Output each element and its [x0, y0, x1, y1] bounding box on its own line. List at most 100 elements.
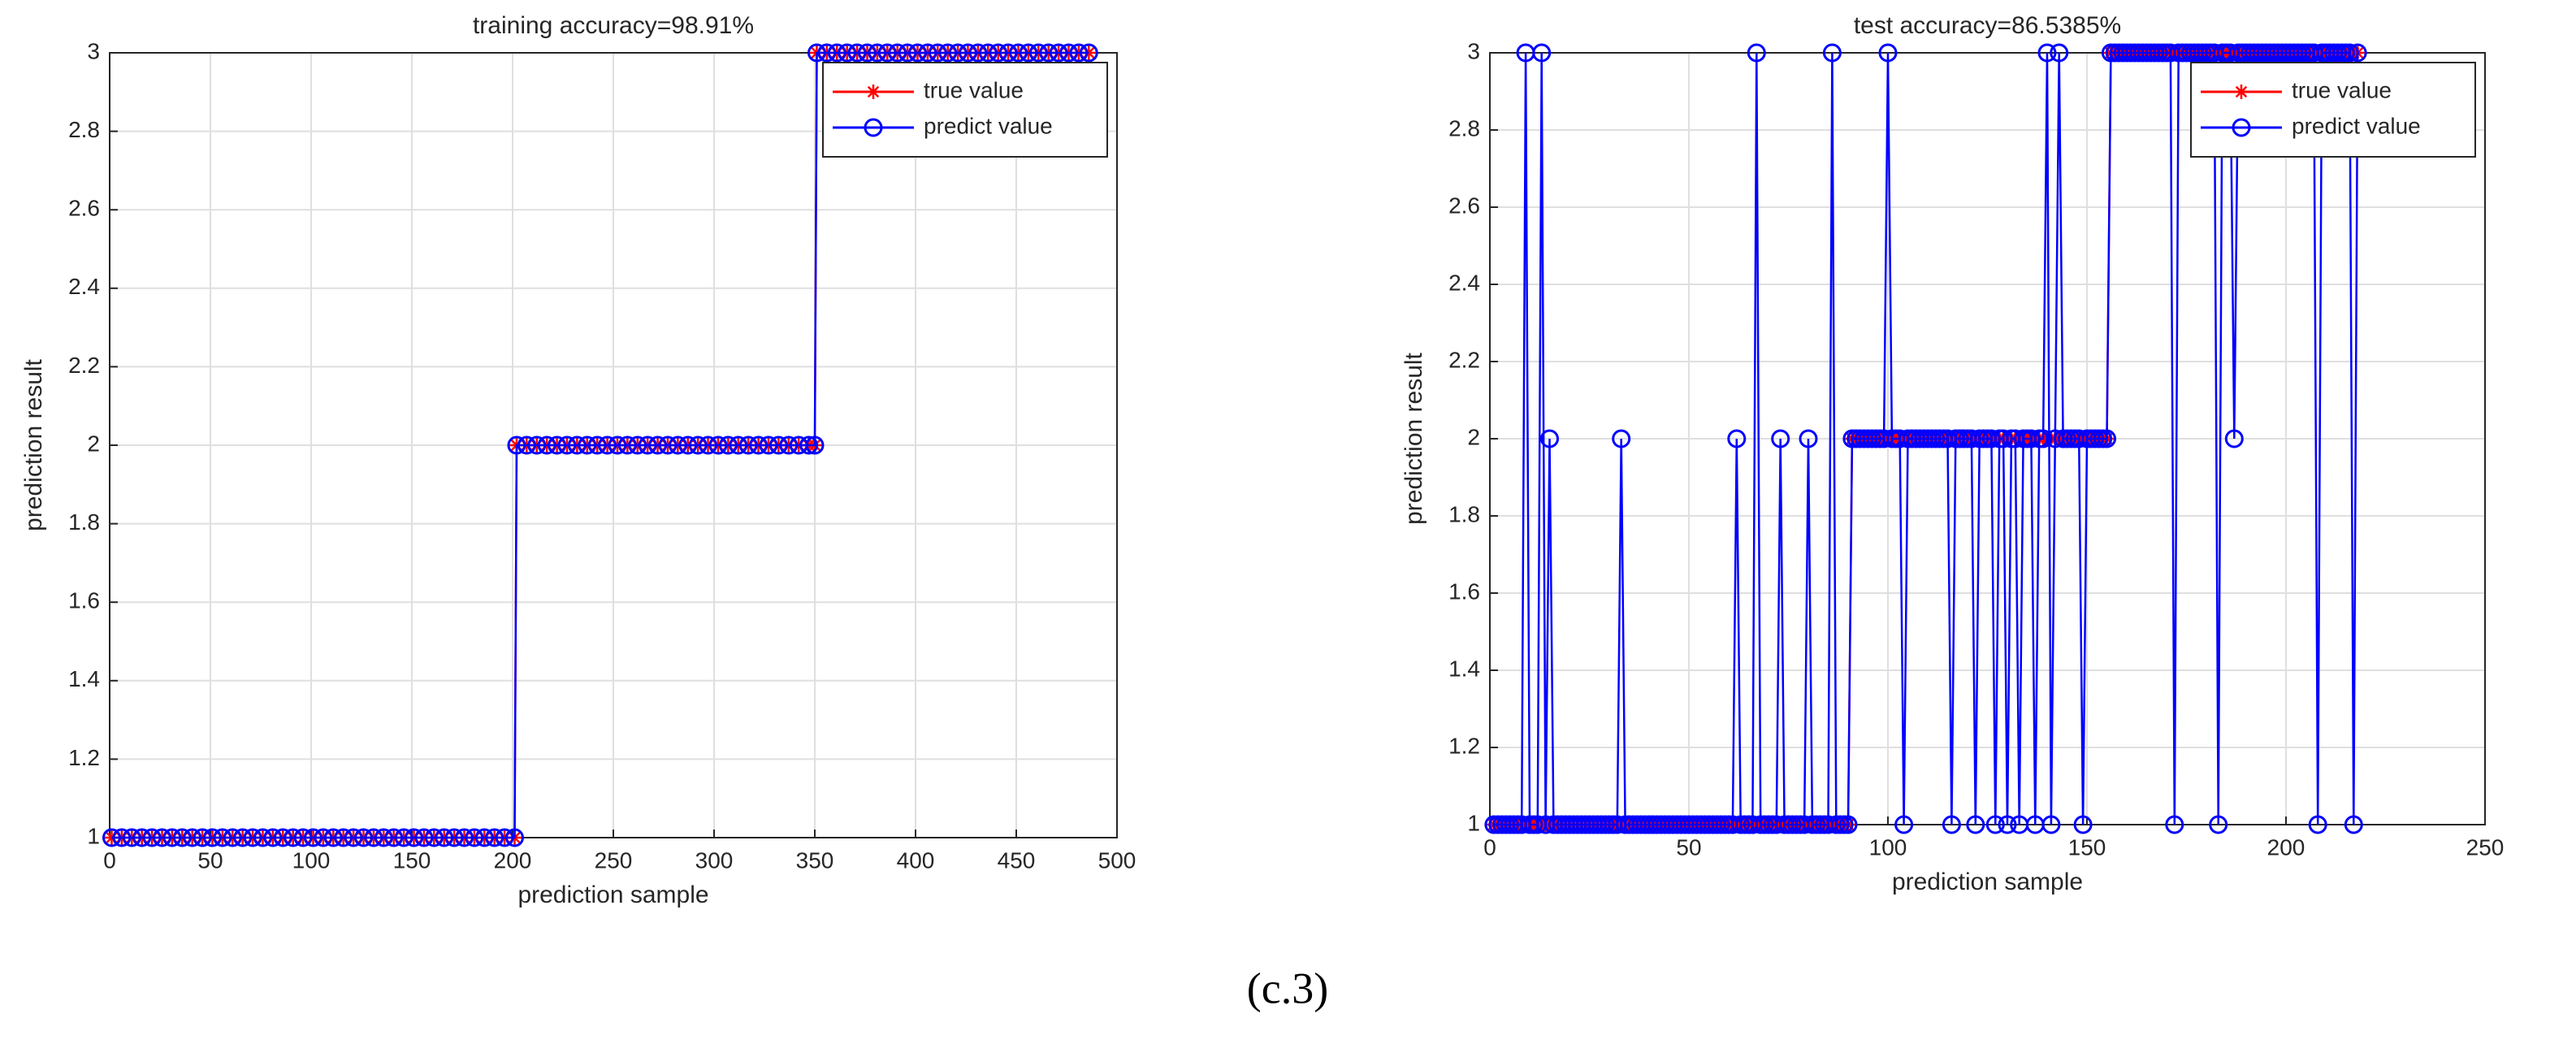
- marker: [243, 828, 262, 847]
- y-tick-label: 1.8: [1448, 501, 1480, 526]
- marker: [847, 43, 867, 63]
- marker: [284, 828, 303, 847]
- x-tick-label: 150: [2068, 834, 2106, 860]
- marker: [193, 828, 212, 847]
- marker: [183, 828, 202, 847]
- y-tick-label: 1.4: [68, 666, 100, 691]
- marker: [658, 435, 678, 455]
- marker: [1008, 43, 1028, 63]
- marker: [948, 43, 968, 63]
- marker: [779, 435, 799, 455]
- x-tick-label: 100: [1869, 834, 1907, 860]
- marker: [253, 828, 272, 847]
- marker: [353, 828, 373, 847]
- marker: [454, 828, 474, 847]
- marker: [1028, 43, 1048, 63]
- marker: [989, 43, 1008, 63]
- marker: [2340, 43, 2359, 63]
- marker: [817, 43, 837, 63]
- marker: [587, 435, 607, 455]
- marker: [628, 435, 647, 455]
- marker: [807, 43, 826, 63]
- marker: [527, 435, 547, 455]
- marker: [888, 43, 907, 63]
- marker: [838, 43, 857, 63]
- marker: [504, 828, 524, 847]
- marker: [688, 435, 708, 455]
- marker: [537, 435, 556, 455]
- marker: [938, 43, 958, 63]
- y-tick-label: 2: [1467, 424, 1480, 449]
- x-axis-label: prediction sample: [1892, 869, 2083, 895]
- marker: [708, 435, 728, 455]
- marker: [213, 828, 232, 847]
- marker: [1966, 815, 1985, 834]
- x-tick-label: 100: [292, 847, 331, 873]
- marker: [718, 435, 738, 455]
- y-axis-label: prediction result: [1401, 352, 1427, 524]
- marker: [424, 828, 444, 847]
- marker: [768, 435, 788, 455]
- marker: [578, 435, 597, 455]
- marker: [648, 435, 668, 455]
- series-line: [111, 51, 1089, 839]
- y-tick-label: 2.4: [68, 274, 100, 299]
- marker: [857, 43, 877, 63]
- y-tick-label: 2.6: [1448, 193, 1480, 218]
- marker: [827, 43, 846, 63]
- x-tick-label: 200: [2267, 834, 2305, 860]
- marker: [223, 828, 242, 847]
- x-tick-label: 400: [897, 847, 935, 873]
- marker: [384, 828, 404, 847]
- marker: [1878, 43, 1898, 63]
- marker: [2224, 429, 2244, 448]
- marker: [364, 828, 383, 847]
- marker: [2308, 815, 2327, 834]
- marker: [907, 43, 927, 63]
- marker: [1894, 815, 1914, 834]
- x-tick-label: 200: [494, 847, 532, 873]
- marker: [517, 435, 536, 455]
- marker: [928, 43, 947, 63]
- legend-marker: [2234, 84, 2249, 99]
- marker: [1799, 429, 1818, 448]
- y-tick-label: 2: [87, 431, 100, 456]
- marker: [2021, 429, 2041, 448]
- marker: [293, 828, 313, 847]
- marker: [172, 828, 192, 847]
- y-tick-label: 2.2: [68, 353, 100, 378]
- marker: [273, 828, 292, 847]
- marker: [414, 828, 434, 847]
- marker: [474, 828, 494, 847]
- y-tick-label: 2.8: [68, 117, 100, 142]
- x-axis-label: prediction sample: [517, 882, 708, 908]
- marker: [303, 828, 323, 847]
- marker: [485, 828, 504, 847]
- marker: [2037, 43, 2057, 63]
- marker: [2041, 815, 2061, 834]
- marker: [2348, 43, 2367, 63]
- marker: [598, 435, 617, 455]
- marker: [2165, 815, 2184, 834]
- marker: [759, 435, 778, 455]
- legend-box: [2190, 62, 2476, 158]
- marker: [968, 43, 988, 63]
- marker: [435, 828, 454, 847]
- y-tick-label: 2.6: [68, 196, 100, 221]
- marker: [112, 828, 132, 847]
- legend-label: predict value: [2292, 113, 2421, 138]
- marker: [617, 435, 637, 455]
- legend-marker: [866, 84, 881, 99]
- marker: [202, 828, 222, 847]
- marker: [557, 435, 577, 455]
- marker: [749, 435, 768, 455]
- chart-title: training accuracy=98.91%: [473, 12, 754, 39]
- marker: [877, 43, 897, 63]
- x-tick-label: 0: [103, 847, 116, 873]
- marker: [1994, 429, 2013, 448]
- marker: [918, 43, 937, 63]
- marker: [2073, 815, 2093, 834]
- marker: [1838, 815, 1858, 834]
- marker: [567, 435, 587, 455]
